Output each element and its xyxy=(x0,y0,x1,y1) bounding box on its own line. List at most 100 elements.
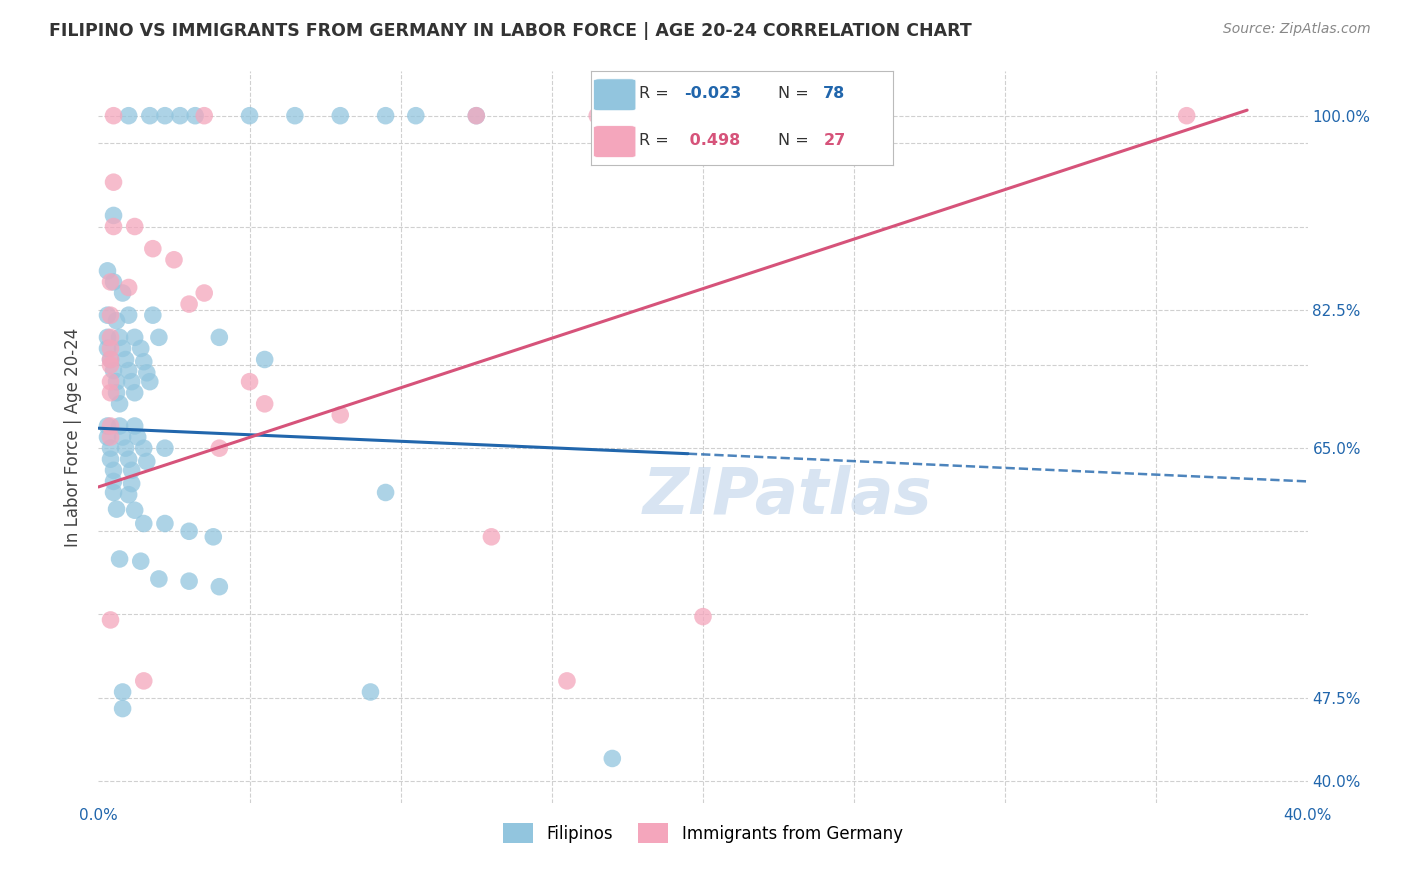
Point xyxy=(148,330,170,344)
Point xyxy=(118,280,141,294)
Point xyxy=(179,574,201,589)
Text: 27: 27 xyxy=(824,133,845,148)
Point xyxy=(114,352,136,367)
Point xyxy=(103,475,125,489)
Point xyxy=(139,109,162,123)
Point xyxy=(121,463,143,477)
Point xyxy=(153,516,176,531)
Point xyxy=(692,609,714,624)
Point xyxy=(96,264,118,278)
Text: N =: N = xyxy=(778,87,814,102)
Point xyxy=(169,109,191,123)
Point xyxy=(105,385,128,400)
Point xyxy=(111,285,134,300)
Point xyxy=(132,673,155,688)
Point xyxy=(100,419,122,434)
Point xyxy=(253,397,276,411)
Point xyxy=(118,488,141,502)
Point xyxy=(100,330,122,344)
Point xyxy=(111,430,134,444)
Point xyxy=(108,397,131,411)
Point xyxy=(111,342,134,356)
Point xyxy=(105,502,128,516)
Point xyxy=(103,275,125,289)
Point xyxy=(124,219,146,234)
Point xyxy=(100,385,122,400)
Point xyxy=(108,330,131,344)
Point xyxy=(100,430,122,444)
Point xyxy=(118,452,141,467)
Point xyxy=(208,580,231,594)
Point xyxy=(284,109,307,123)
Point xyxy=(96,308,118,322)
Point xyxy=(103,109,125,123)
FancyBboxPatch shape xyxy=(593,126,636,158)
Point xyxy=(135,366,157,380)
Point xyxy=(121,476,143,491)
Y-axis label: In Labor Force | Age 20-24: In Labor Force | Age 20-24 xyxy=(65,327,83,547)
Point xyxy=(239,375,262,389)
Text: 78: 78 xyxy=(824,87,845,102)
Point xyxy=(96,330,118,344)
Point xyxy=(100,441,122,455)
Point xyxy=(253,352,276,367)
Point xyxy=(139,375,162,389)
Point xyxy=(374,485,396,500)
Point xyxy=(208,330,231,344)
Point xyxy=(465,109,488,123)
Text: R =: R = xyxy=(638,87,673,102)
Point xyxy=(239,109,262,123)
Point xyxy=(105,375,128,389)
Point xyxy=(100,452,122,467)
Point xyxy=(374,109,396,123)
Point xyxy=(481,530,503,544)
Point xyxy=(129,554,152,568)
Point xyxy=(129,342,152,356)
Point xyxy=(100,358,122,372)
Point xyxy=(121,375,143,389)
Point xyxy=(179,524,201,539)
Point xyxy=(405,109,427,123)
Point xyxy=(100,352,122,367)
Point xyxy=(96,342,118,356)
Point xyxy=(124,419,146,434)
Point xyxy=(179,297,201,311)
Point xyxy=(132,441,155,455)
FancyBboxPatch shape xyxy=(593,78,636,111)
Point xyxy=(153,441,176,455)
Point xyxy=(465,109,488,123)
Point xyxy=(103,363,125,377)
Legend: Filipinos, Immigrants from Germany: Filipinos, Immigrants from Germany xyxy=(496,817,910,849)
Point xyxy=(100,308,122,322)
Point xyxy=(96,419,118,434)
Point xyxy=(132,516,155,531)
Point xyxy=(602,751,624,765)
Point xyxy=(103,463,125,477)
Point xyxy=(586,109,609,123)
Point xyxy=(114,441,136,455)
Text: FILIPINO VS IMMIGRANTS FROM GERMANY IN LABOR FORCE | AGE 20-24 CORRELATION CHART: FILIPINO VS IMMIGRANTS FROM GERMANY IN L… xyxy=(49,22,972,40)
Point xyxy=(103,175,125,189)
Point xyxy=(153,109,176,123)
Point xyxy=(100,375,122,389)
Point xyxy=(103,485,125,500)
Point xyxy=(163,252,186,267)
Text: 0.498: 0.498 xyxy=(685,133,741,148)
Point xyxy=(103,209,125,223)
Point xyxy=(124,330,146,344)
Point xyxy=(96,430,118,444)
Point xyxy=(100,352,122,367)
Text: ZIPatlas: ZIPatlas xyxy=(643,465,932,526)
Point xyxy=(100,613,122,627)
Point xyxy=(1175,109,1198,123)
Point xyxy=(208,441,231,455)
Point xyxy=(647,109,669,123)
Point xyxy=(105,314,128,328)
Point xyxy=(148,572,170,586)
Point xyxy=(103,219,125,234)
Point xyxy=(142,242,165,256)
Text: Source: ZipAtlas.com: Source: ZipAtlas.com xyxy=(1223,22,1371,37)
Point xyxy=(127,430,149,444)
Text: R =: R = xyxy=(638,133,673,148)
Point xyxy=(329,408,352,422)
